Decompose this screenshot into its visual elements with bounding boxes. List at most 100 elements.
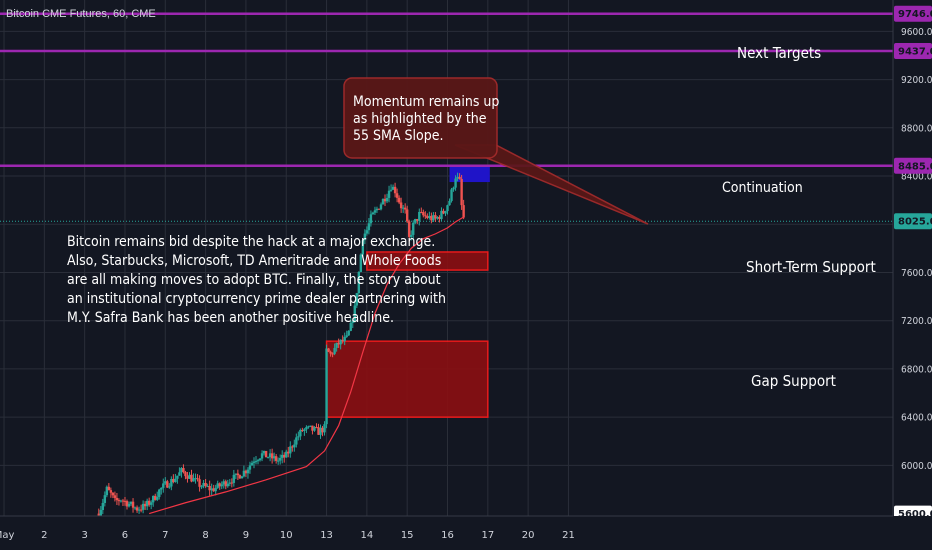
candle-body-15 [127, 503, 131, 507]
candle-body-76 [250, 462, 254, 466]
candle-body-102 [303, 429, 306, 431]
candle-body-115 [329, 351, 332, 354]
candle-body-152 [403, 207, 407, 210]
time-tick-1: 2 [41, 530, 47, 541]
candle-body-53 [204, 482, 207, 487]
candle-body-38 [174, 478, 177, 483]
price-tag-4: 5600.0 [898, 509, 932, 520]
candle-body-117 [333, 347, 336, 354]
commentary-line-5: M.Y. Safra Bank has been another positiv… [67, 310, 394, 326]
candle-body-108 [315, 427, 318, 429]
candle-body-59 [216, 483, 219, 488]
candle-body-181 [462, 205, 465, 218]
price-tick-8: 9200.0 [901, 75, 932, 86]
candle-body-9 [115, 497, 119, 501]
candle-body-177 [454, 178, 457, 188]
candle-body-171 [442, 210, 445, 214]
candle-body-174 [448, 200, 451, 206]
candle-body-86 [270, 453, 274, 459]
candle-body-160 [420, 211, 423, 213]
price-tick-9: 9600.0 [901, 27, 932, 38]
candle-body-16 [129, 501, 133, 504]
commentary-line-4: an institutional cryptocurrency prime de… [67, 291, 446, 307]
candle-body-166 [432, 215, 435, 221]
time-tick-6: 9 [243, 530, 249, 541]
candle-body-77 [252, 461, 256, 463]
candle-body-20 [137, 509, 141, 511]
candle-body-92 [283, 454, 286, 458]
next-targets-label: Next Targets [737, 44, 821, 62]
candle-body-168 [436, 217, 439, 219]
candle-body-88 [274, 456, 278, 461]
candle-body-159 [418, 211, 421, 221]
candle-body-153 [405, 209, 409, 222]
candle-body-122 [343, 336, 346, 342]
price-tag-bg-1 [894, 42, 932, 59]
candle-body-150 [399, 202, 403, 209]
candle-body-175 [450, 189, 453, 201]
candle-body-178 [456, 176, 459, 179]
candle-body-154 [408, 221, 411, 237]
price-axis-background [893, 0, 932, 550]
candle-body-84 [266, 457, 270, 459]
time-tick-14: 21 [562, 530, 575, 541]
candle-body-29 [156, 497, 159, 500]
candle-body-176 [452, 187, 455, 190]
candle-body-43 [184, 472, 187, 477]
price-tag-2: 8485.0 [898, 161, 932, 172]
sma-line-group [148, 216, 464, 515]
candle-body-94 [287, 451, 290, 454]
candle-body-12 [121, 500, 125, 502]
candle-body-87 [272, 456, 276, 459]
candle-body-173 [446, 205, 449, 212]
candle-body-135 [369, 214, 373, 224]
candle-body-146 [391, 186, 395, 190]
candle-body-123 [345, 335, 348, 337]
candle-body-85 [268, 453, 272, 458]
candle-body-136 [371, 212, 375, 215]
candle-body-54 [206, 485, 209, 487]
candle-body-145 [389, 189, 393, 191]
candle-body-50 [198, 479, 201, 487]
candle-body-97 [293, 444, 296, 448]
candle-body-91 [281, 454, 284, 458]
time-tick-7: 10 [280, 530, 293, 541]
time-tick-10: 15 [401, 530, 414, 541]
time-tick-11: 16 [441, 530, 454, 541]
time-tick-3: 6 [122, 530, 128, 541]
candle-body-133 [365, 230, 369, 234]
candle-body-40 [178, 472, 181, 476]
candle-body-143 [385, 197, 389, 202]
price-tick-0: 6000.0 [901, 461, 932, 472]
candle-body-8 [113, 495, 117, 498]
candle-body-165 [430, 215, 433, 221]
candle-body-71 [240, 476, 244, 479]
candle-body-18 [133, 507, 137, 509]
time-tick-13: 20 [522, 530, 535, 541]
candle-body-79 [256, 460, 260, 462]
candle-body-164 [428, 215, 431, 218]
candle-body-60 [218, 483, 221, 487]
candle-body-119 [337, 342, 340, 345]
candle-body-44 [186, 476, 189, 479]
candle-body-55 [208, 485, 211, 491]
candle-body-163 [426, 216, 429, 218]
candle-body-27 [152, 495, 155, 503]
time-axis[interactable]: May 2 3 6 7 8 9 10 13 14 15 16 17 20 21 [0, 530, 575, 541]
candle-body-73 [244, 470, 248, 474]
candle-body-65 [228, 482, 232, 484]
candle-body-110 [319, 427, 322, 435]
candle-body-112 [323, 424, 326, 433]
candles [97, 172, 465, 521]
candle-body-127 [353, 305, 356, 322]
candle-body-69 [236, 473, 240, 476]
candle-body-7 [111, 492, 115, 496]
commentary-text: Bitcoin remains bid despite the hack at … [67, 234, 446, 326]
candle-body-157 [414, 219, 417, 223]
candle-body-48 [194, 478, 197, 480]
candle-body-36 [170, 479, 173, 487]
candle-body-72 [242, 470, 246, 477]
time-tick-9: 14 [361, 530, 374, 541]
candle-body-139 [377, 208, 381, 210]
